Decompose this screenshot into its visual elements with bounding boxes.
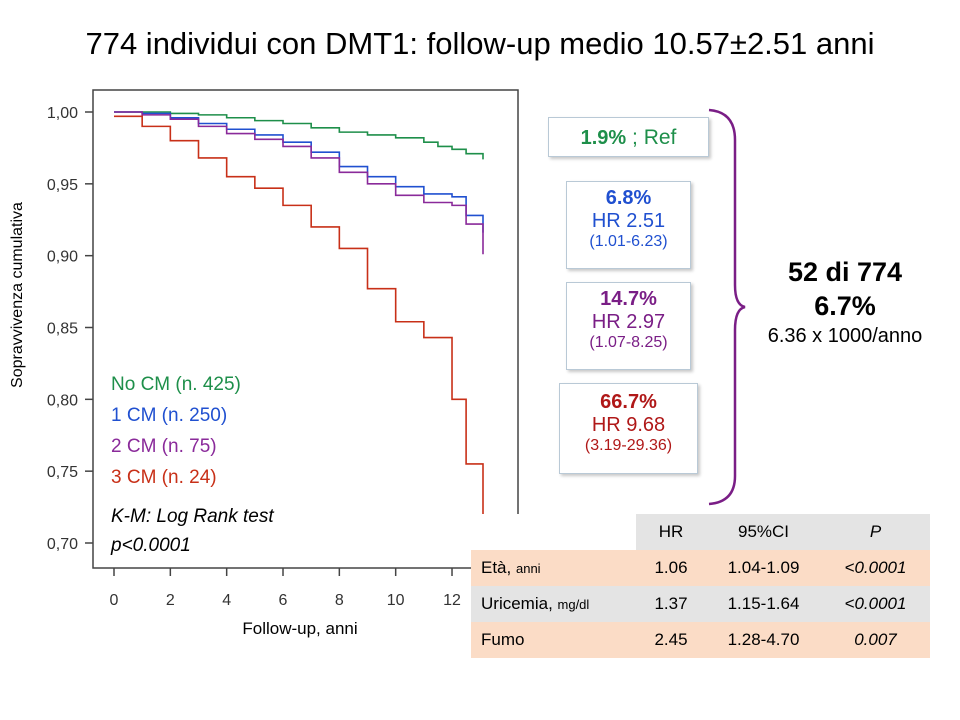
test-annotation: K-M: Log Rank test bbox=[111, 506, 274, 527]
legend-entry: 1 CM (n. 250) bbox=[111, 405, 227, 426]
row-ci: 1.28-4.70 bbox=[706, 622, 821, 658]
result-box-2cm: 14.7% HR 2.97 (1.07-8.25) bbox=[566, 282, 691, 370]
x-tick-label: 4 bbox=[222, 592, 231, 609]
box-pct: 66.7% bbox=[600, 391, 657, 413]
brace-shape bbox=[708, 108, 746, 506]
row-hr: 1.06 bbox=[636, 550, 706, 586]
y-tick-label: 0,75 bbox=[47, 464, 78, 481]
box-hr: HR 9.68 bbox=[591, 414, 666, 436]
x-tick-label: 8 bbox=[335, 592, 344, 609]
result-box-no-cm: 1.9% ; Ref bbox=[548, 117, 709, 157]
box-ci: (1.07-8.25) bbox=[589, 334, 668, 351]
header-p: P bbox=[821, 514, 930, 550]
summary-block: 52 di 774 6.7% 6.36 x 1000/anno bbox=[740, 256, 950, 348]
y-tick-label: 0,80 bbox=[47, 392, 78, 409]
row-ci: 1.15-1.64 bbox=[706, 586, 821, 622]
box-ci: (1.01-6.23) bbox=[589, 233, 668, 250]
y-tick-label: 0,95 bbox=[47, 177, 78, 194]
x-tick-label: 6 bbox=[279, 592, 288, 609]
box-ref: Ref bbox=[643, 126, 677, 149]
table-row: Uricemia, mg/dl 1.37 1.15-1.64 <0.0001 bbox=[471, 586, 930, 622]
cox-table: HR 95%CI P Età, anni 1.06 1.04-1.09 <0.0… bbox=[471, 514, 930, 658]
km-curve-series-2 bbox=[114, 111, 484, 255]
box-hr: HR 2.51 bbox=[591, 210, 666, 232]
y-tick-label: 0,90 bbox=[47, 249, 78, 266]
y-tick-label: 0,70 bbox=[47, 536, 78, 553]
result-box-1cm: 6.8% HR 2.51 (1.01-6.23) bbox=[566, 181, 691, 269]
x-tick-label: 12 bbox=[443, 592, 461, 609]
result-box-3cm: 66.7% HR 9.68 (3.19-29.36) bbox=[559, 383, 698, 474]
summary-percent: 6.7% bbox=[814, 290, 876, 321]
row-label: Uricemia bbox=[481, 594, 549, 613]
row-label: Età bbox=[481, 558, 507, 577]
plot-frame bbox=[92, 89, 519, 569]
row-label: Fumo bbox=[481, 630, 525, 649]
row-hr: 1.37 bbox=[636, 586, 706, 622]
y-tick-label: 0,85 bbox=[47, 321, 78, 338]
box-pct: 6.8% bbox=[605, 187, 652, 209]
legend-entry: 2 CM (n. 75) bbox=[111, 436, 217, 457]
km-curve-series-3 bbox=[114, 115, 484, 525]
row-unit: mg/dl bbox=[557, 597, 590, 612]
slide-title: 774 individui con DMT1: follow-up medio … bbox=[85, 26, 875, 61]
box-hr: HR 2.97 bbox=[591, 311, 666, 333]
row-p: <0.0001 bbox=[821, 550, 930, 586]
row-ci: 1.04-1.09 bbox=[706, 550, 821, 586]
table-row: Età, anni 1.06 1.04-1.09 <0.0001 bbox=[471, 550, 930, 586]
header-hr: HR bbox=[636, 514, 706, 550]
p-value-annotation: p<0.0001 bbox=[110, 535, 191, 556]
header-ci: 95%CI bbox=[706, 514, 821, 550]
summary-events: 52 di 774 bbox=[787, 257, 903, 287]
x-axis-label: Follow-up, anni bbox=[242, 619, 357, 638]
row-p: 0.007 bbox=[821, 622, 930, 658]
legend-entry: No CM (n. 425) bbox=[111, 374, 241, 395]
box-pct: 1.9% bbox=[580, 127, 627, 149]
table-header: HR 95%CI P bbox=[471, 514, 930, 550]
row-p: <0.0001 bbox=[821, 586, 930, 622]
x-tick-label: 2 bbox=[166, 592, 175, 609]
legend-entry: 3 CM (n. 24) bbox=[111, 467, 217, 488]
box-ci: (3.19-29.36) bbox=[584, 437, 673, 454]
summary-rate: 6.36 x 1000/anno bbox=[767, 324, 923, 347]
y-axis-label: Sopravvivenza cumulativa bbox=[9, 202, 26, 388]
x-tick-label: 0 bbox=[110, 592, 119, 609]
y-tick-label: 1,00 bbox=[47, 105, 78, 122]
km-curve-series-1 bbox=[114, 111, 484, 233]
row-hr: 2.45 bbox=[636, 622, 706, 658]
table-row: Fumo 2.45 1.28-4.70 0.007 bbox=[471, 622, 930, 658]
x-tick-label: 10 bbox=[387, 592, 405, 609]
box-pct: 14.7% bbox=[600, 288, 657, 310]
km-curve-series-0 bbox=[114, 111, 484, 160]
row-unit: anni bbox=[515, 561, 541, 576]
